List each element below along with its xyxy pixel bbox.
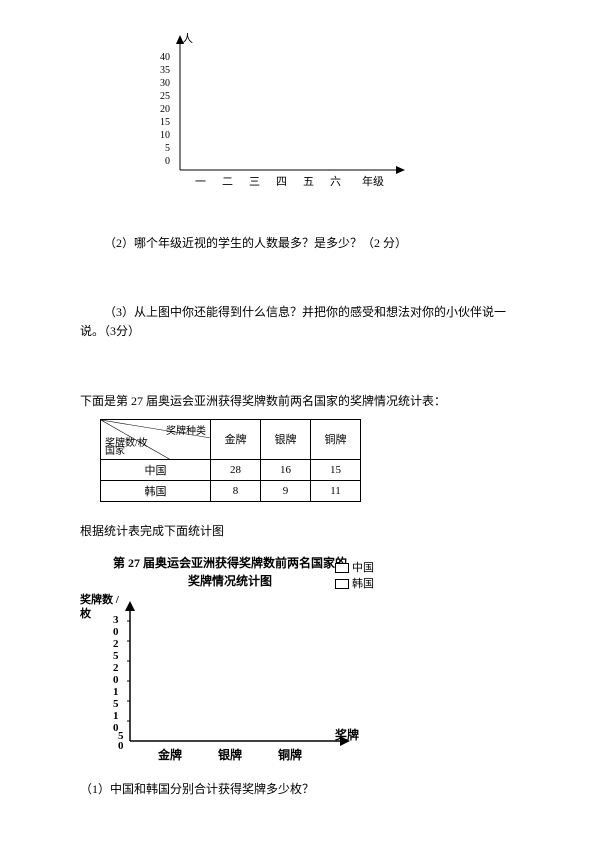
chart2-ylabel-bot: 枚	[80, 605, 91, 621]
chart2-ytick: 5	[113, 650, 119, 662]
table-col-bronze: 铜牌	[311, 419, 361, 459]
chart2-title-line1: 第 27 届奥运会亚洲获得奖牌数前两名国家的	[100, 556, 360, 572]
chart1-ytick: 10	[160, 130, 170, 141]
chart2-ytick: 2	[113, 662, 119, 674]
chart1-xtick: 四	[276, 176, 287, 188]
legend-item-korea: 韩国	[335, 575, 374, 591]
chart2-intro: 根据统计表完成下面统计图	[80, 522, 515, 541]
table-country: 韩国	[101, 480, 211, 501]
chart2-xtick: 铜牌	[278, 747, 302, 762]
chart2: 第 27 届奥运会亚洲获得奖牌数前两名国家的 奖牌情况统计图 中国 韩国 奖牌数…	[80, 556, 515, 770]
chart2-svg: 3 0 2 5 2 0 1 5 1 0 5 0 金牌 银牌 铜牌 奖牌	[80, 591, 380, 766]
chart1-ytick: 30	[160, 78, 170, 89]
table-intro: 下面是第 27 届奥运会亚洲获得奖牌数前两名国家的奖牌情况统计表：	[80, 392, 515, 411]
table-cell: 28	[211, 459, 261, 480]
legend-box-icon	[335, 579, 349, 589]
chart1-xtick: 二	[222, 176, 233, 188]
chart2-ytick: 0	[118, 740, 124, 752]
chart1-xlabel: 年级	[362, 174, 384, 188]
chart1-svg: 人 40 35 30 25 20 15 10 5 0 一 二 三 四 五 六 年…	[140, 30, 420, 200]
question-2: （2）哪个年级近视的学生的人数最多？是多少？（2 分）	[80, 234, 515, 253]
chart1-ytick: 5	[165, 143, 170, 154]
legend-item-china: 中国	[335, 559, 374, 575]
chart2-xlabel: 奖牌	[335, 727, 359, 742]
chart2-ytick: 2	[113, 638, 119, 650]
chart1-xtick: 三	[249, 176, 260, 188]
table-cell: 15	[311, 459, 361, 480]
table-diag-top: 奖牌种类	[166, 422, 206, 437]
chart1-xtick: 六	[330, 175, 341, 188]
chart2-ytick: 5	[113, 698, 119, 710]
table-cell: 16	[261, 459, 311, 480]
chart1-xtick: 一	[195, 176, 206, 188]
chart2-ytick: 1	[113, 710, 119, 722]
legend-label: 中国	[352, 562, 374, 574]
chart1-ytick: 35	[160, 65, 170, 76]
table-cell: 8	[211, 480, 261, 501]
chart2-legend: 中国 韩国	[335, 559, 374, 591]
chart1-ytick: 0	[165, 156, 170, 167]
legend-label: 韩国	[352, 578, 374, 590]
chart2-xtick: 银牌	[218, 747, 242, 762]
table-row: 中国 28 16 15	[101, 459, 361, 480]
chart1-xtick: 五	[303, 176, 314, 188]
medal-table: 奖牌种类 奖牌数/枚 国家 金牌 银牌 铜牌 中国 28 16 15 韩国 8 …	[100, 419, 361, 502]
chart1-ylabel: 人	[182, 32, 193, 45]
chart1-ytick: 15	[160, 117, 170, 128]
chart2-ytick: 0	[113, 626, 119, 638]
chart1-ytick: 40	[160, 52, 170, 63]
sub-question-1: （1）中国和韩国分别合计获得奖牌多少枚？	[80, 780, 515, 799]
chart2-title-line2: 奖牌情况统计图	[120, 572, 340, 589]
chart2-ytick: 0	[113, 674, 119, 686]
table-col-silver: 银牌	[261, 419, 311, 459]
chart2-xtick: 金牌	[157, 747, 182, 762]
table-col-gold: 金牌	[211, 419, 261, 459]
chart1: 人 40 35 30 25 20 15 10 5 0 一 二 三 四 五 六 年…	[140, 30, 515, 204]
question-3: （3）从上图中你还能得到什么信息？并把你的感受和想法对你的小伙伴说一说。（3分）	[80, 303, 515, 341]
table-cell: 11	[311, 480, 361, 501]
table-row: 韩国 8 9 11	[101, 480, 361, 501]
table-diag-cell: 奖牌种类 奖牌数/枚 国家	[101, 419, 211, 459]
chart1-ytick: 20	[160, 104, 170, 115]
chart1-ytick: 25	[160, 91, 170, 102]
table-cell: 9	[261, 480, 311, 501]
chart2-ytick: 1	[113, 686, 119, 698]
chart2-ytick: 3	[113, 614, 119, 626]
table-diag-bot: 国家	[105, 442, 125, 457]
table-country: 中国	[101, 459, 211, 480]
legend-box-icon	[335, 563, 349, 573]
